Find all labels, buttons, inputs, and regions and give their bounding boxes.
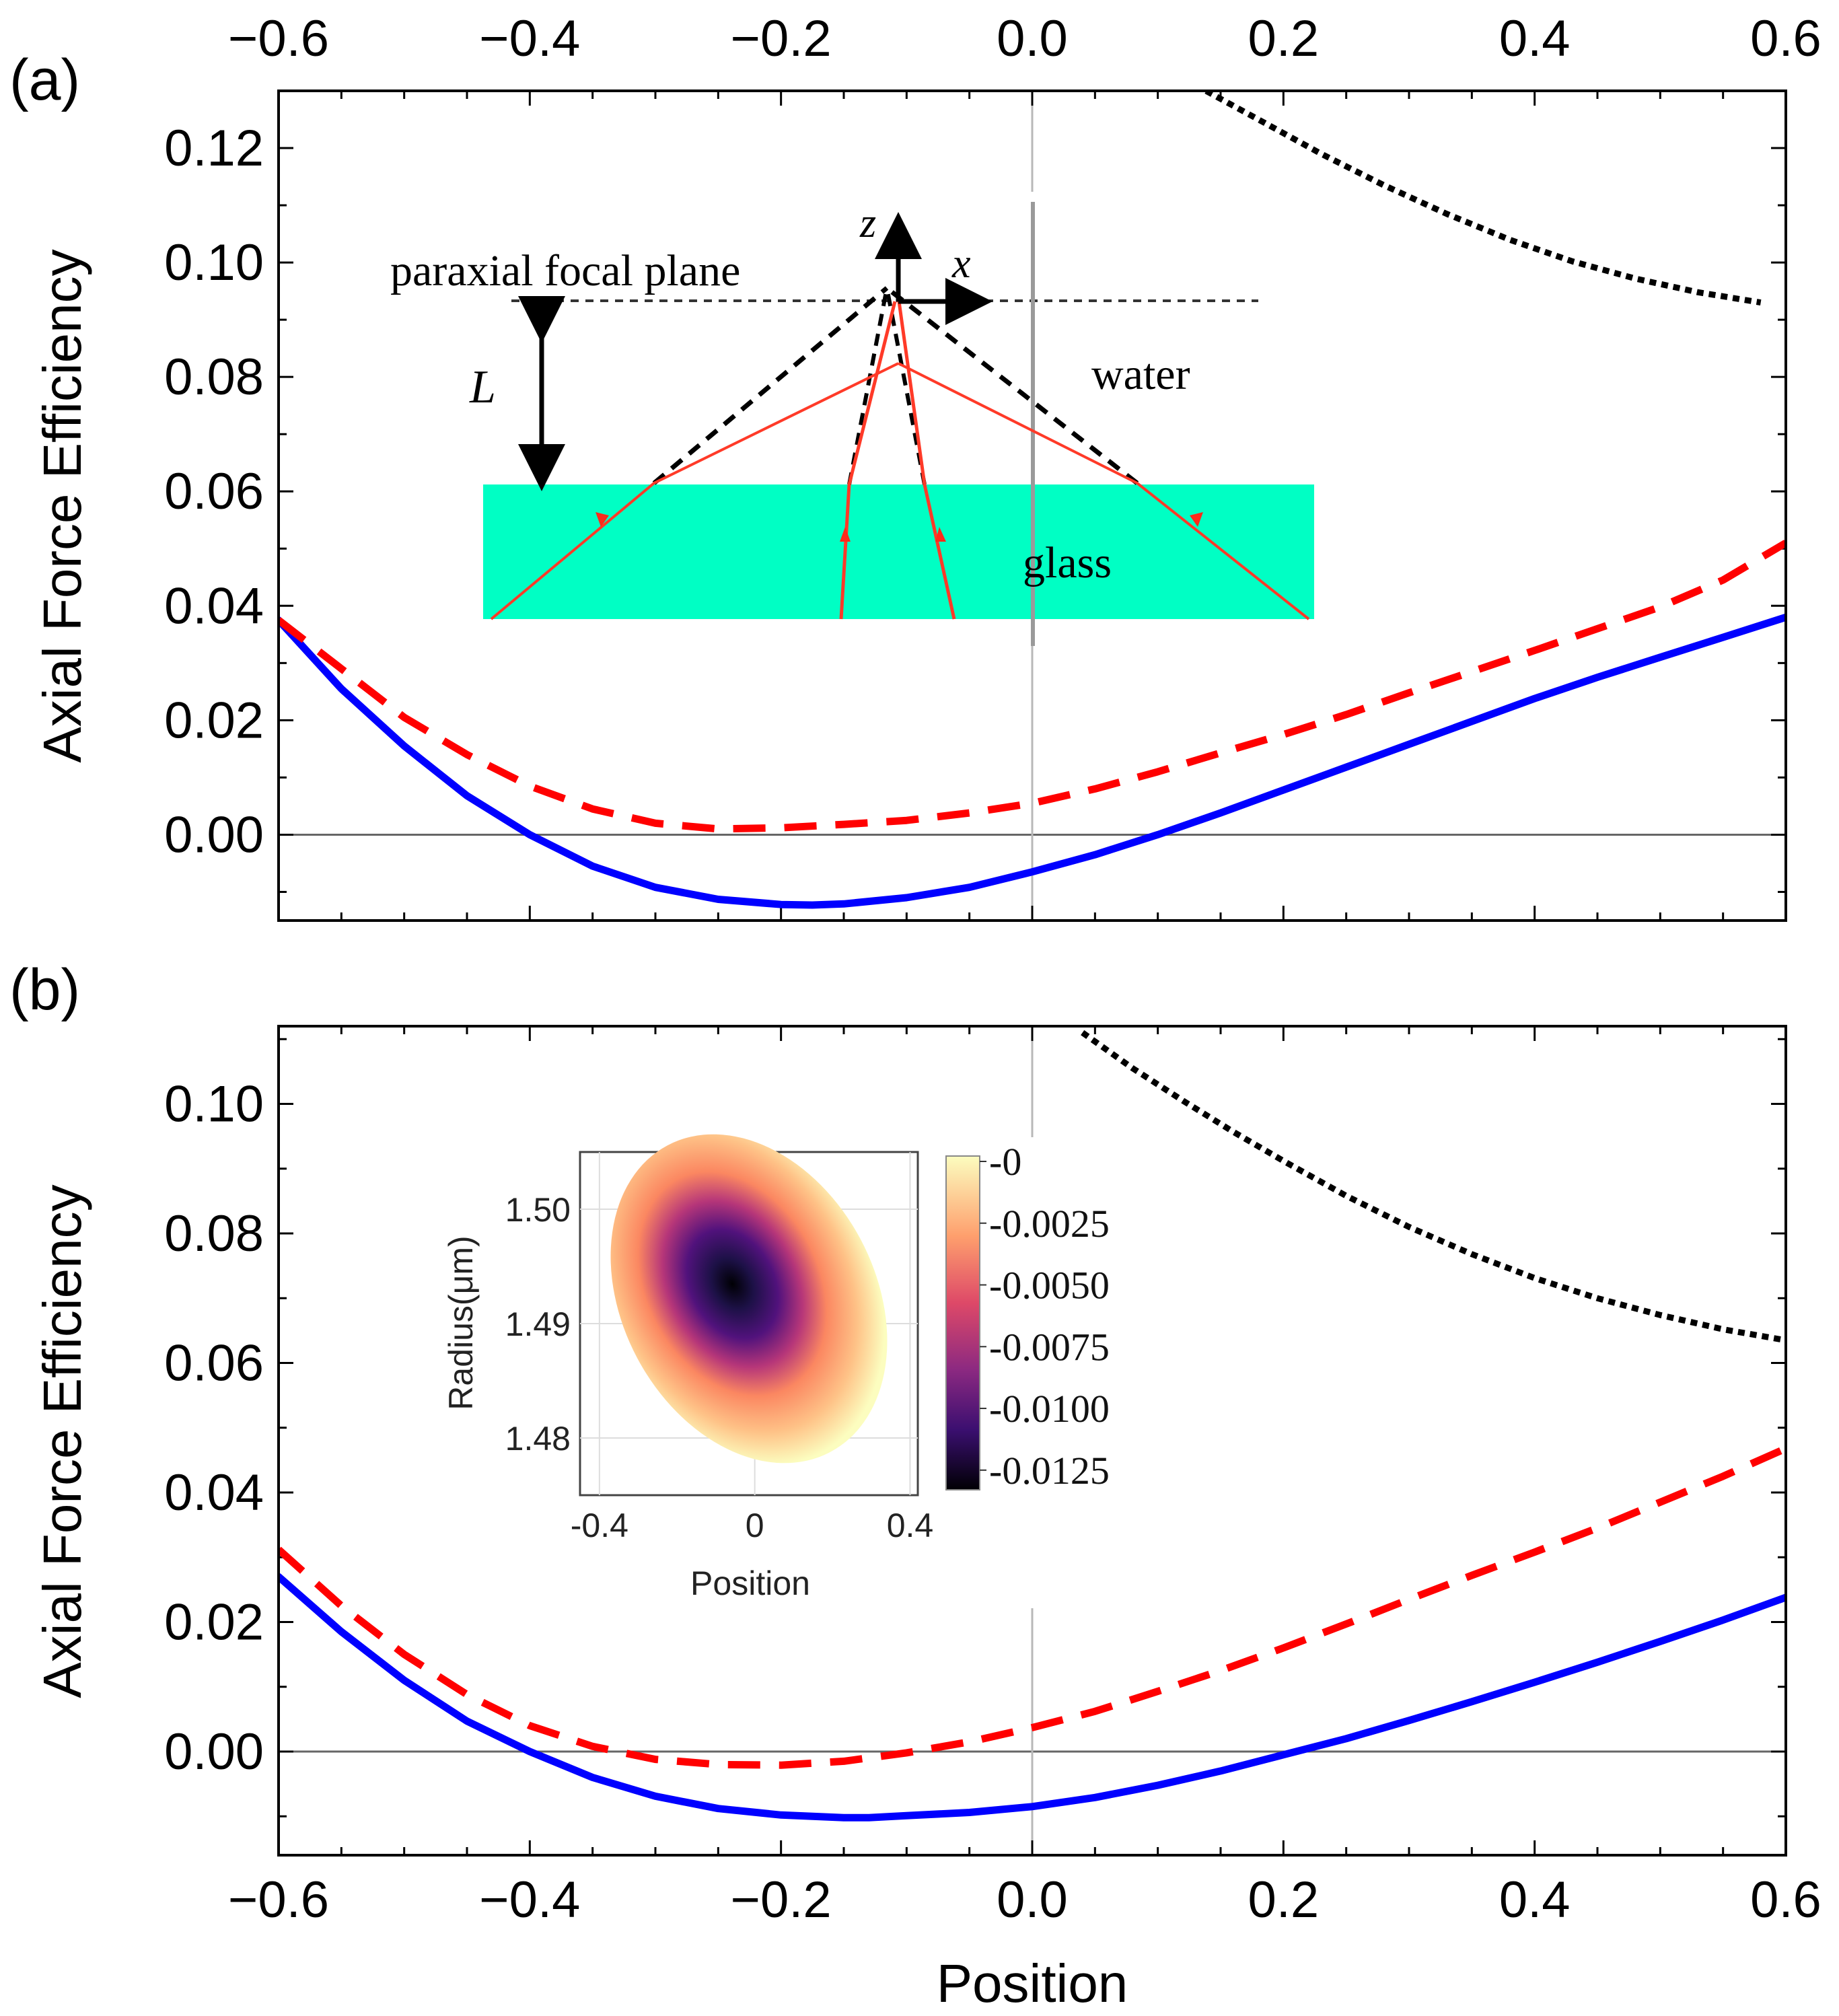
heatmap-y-tick-label: 1.49 xyxy=(505,1305,571,1343)
panel-a-tick-labels: −0.6 −0.4 −0.2 0.0 0.2 0.4 0.6 0.00 0.02 0.04 0.06… xyxy=(164,10,1822,863)
y-tick-label: 0.00 xyxy=(164,806,264,863)
x-tick-label: −0.2 xyxy=(731,10,832,67)
series-line-solid xyxy=(279,613,1786,909)
panel-b-tick-labels: −0.6 −0.4 −0.2 0.0 0.2 0.4 0.6 0.00 0.02 0.04 0.06… xyxy=(164,1076,1822,1929)
extended-ray-center-right xyxy=(885,287,927,485)
red-ray-right xyxy=(898,362,1310,620)
y-tick-label: 0.10 xyxy=(164,234,264,291)
glass-slab xyxy=(483,484,1314,619)
panel-a-label: (a) xyxy=(9,48,80,112)
extended-ray-center-left xyxy=(847,287,889,485)
water-label: water xyxy=(1091,350,1190,399)
y-tick-label: 0.10 xyxy=(164,1076,264,1133)
series-line-solid xyxy=(279,1573,1786,1822)
x-tick-label: −0.4 xyxy=(479,10,580,67)
heatmap-y-tick-label: 1.50 xyxy=(505,1191,571,1229)
heatmap-tick-labels: -0.4 0 0.4 1.48 1.49 1.50 xyxy=(505,1191,934,1544)
panel-b-frame xyxy=(277,1025,1787,1857)
red-ray-center-right xyxy=(897,301,956,620)
y-tick-label: 0.08 xyxy=(164,349,264,406)
x-tick-label: −0.6 xyxy=(228,10,329,67)
x-tick-label: −0.6 xyxy=(228,1871,329,1929)
red-ray-left xyxy=(490,362,899,620)
glass-label: glass xyxy=(1023,538,1112,587)
y-tick-label: 0.04 xyxy=(164,1464,264,1521)
x-tick-label: 0.2 xyxy=(1248,10,1320,67)
panel-b-xlabel: Position xyxy=(937,1953,1128,2013)
x-tick-label: 0.6 xyxy=(1750,1871,1822,1929)
red-arrow-left xyxy=(596,512,609,527)
x-tick-label: 0.0 xyxy=(997,10,1068,67)
x-tick-label: −0.4 xyxy=(479,1871,580,1929)
x-tick-label: 0.6 xyxy=(1750,10,1822,67)
length-label: L xyxy=(469,361,496,413)
colorbar-tick-label: -0.0025 xyxy=(989,1202,1110,1246)
red-arrow-center-right xyxy=(935,527,946,542)
heatmap-x-tick-label: 0 xyxy=(746,1507,764,1544)
colorbar xyxy=(945,1155,980,1490)
y-tick-label: 0.02 xyxy=(164,692,264,749)
paraxial-focal-plane-label: paraxial focal plane xyxy=(390,246,740,295)
z-label: z xyxy=(859,201,876,246)
extended-ray-left xyxy=(652,286,889,485)
heatmap-x-tick-label: 0.4 xyxy=(887,1507,934,1544)
panel-b-series xyxy=(279,1030,1786,1822)
x-tick-label: −0.2 xyxy=(731,1871,832,1929)
series-line-dotted xyxy=(1199,91,1762,306)
panel-a: (a) Axial Force Efficiency −0.6 −0.4 −0.2 0… xyxy=(9,10,1822,922)
panel-b: (b) Axial Force Efficiency Position −0.6… xyxy=(9,958,1822,2013)
heatmap-ylabel: Radius(μm) xyxy=(442,1235,480,1410)
y-tick-label: 0.06 xyxy=(164,1335,264,1392)
y-tick-label: 0.02 xyxy=(164,1594,264,1651)
x-tick-label: 0.4 xyxy=(1499,10,1571,67)
series-line-dashed xyxy=(279,1445,1786,1769)
y-tick-label: 0.12 xyxy=(164,120,264,177)
panel-a-frame xyxy=(277,89,1787,922)
ray-diagram-inset: z x paraxial focal plane water glass L xyxy=(377,192,1314,646)
panel-a-series xyxy=(279,91,1786,909)
x-tick-label: 0.0 xyxy=(997,1871,1068,1929)
heatmap-blob xyxy=(610,1134,888,1464)
y-tick-label: 0.04 xyxy=(164,577,264,635)
y-tick-label: 0.00 xyxy=(164,1723,264,1780)
panel-b-ylabel: Axial Force Efficiency xyxy=(32,1184,92,1698)
x-label: x xyxy=(951,241,971,287)
y-tick-label: 0.08 xyxy=(164,1205,264,1262)
panel-a-ylabel: Axial Force Efficiency xyxy=(32,249,92,762)
heatmap-x-tick-label: -0.4 xyxy=(571,1507,628,1544)
heatmap-xlabel: Position xyxy=(690,1564,810,1602)
red-ray-center-left xyxy=(839,301,897,620)
red-arrow-right xyxy=(1190,512,1203,527)
x-tick-label: 0.2 xyxy=(1248,1871,1320,1929)
colorbar-tick-label: -0.0125 xyxy=(989,1449,1110,1492)
heatmap-inset: -0.4 0 0.4 1.48 1.49 1.50 Radius(μm) Position… xyxy=(431,1134,1184,1608)
colorbar-tick-label: -0.0075 xyxy=(989,1325,1110,1369)
colorbar-tick-labels: -0 -0.0025 -0.0050 -0.0075 -0.0100 -0.0125 xyxy=(980,1140,1110,1492)
extended-ray-right xyxy=(885,286,1139,485)
x-tick-label: 0.4 xyxy=(1499,1871,1571,1929)
colorbar-tick-label: -0.0050 xyxy=(989,1264,1110,1307)
colorbar-tick-label: -0.0100 xyxy=(989,1387,1110,1431)
colorbar-tick-label: -0 xyxy=(989,1140,1021,1184)
red-arrow-center-left xyxy=(840,527,851,542)
panel-b-label: (b) xyxy=(9,958,80,1022)
series-line-dashed xyxy=(279,540,1786,833)
y-tick-label: 0.06 xyxy=(164,463,264,520)
heatmap-y-tick-label: 1.48 xyxy=(505,1420,571,1457)
series-line-dotted xyxy=(1081,1030,1786,1344)
